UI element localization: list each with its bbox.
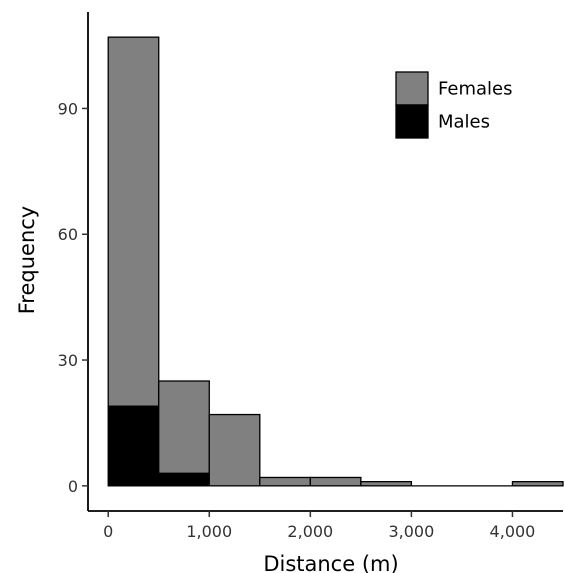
- bar-females-bin-4: [309, 476, 362, 487]
- legend-label-males: Males: [438, 112, 490, 133]
- y-tick-label: 90: [58, 99, 78, 118]
- x-axis-ticks: 0 1,000 2,000 3,000 4,000: [103, 511, 535, 541]
- bar-females-bin-1: [158, 380, 210, 474]
- x-tick-label: 1,000: [186, 522, 232, 541]
- y-axis-ticks: 0 30 60 90: [58, 99, 88, 496]
- x-tick-label: 3,000: [388, 522, 434, 541]
- legend-label-females: Females: [438, 79, 512, 100]
- x-tick-label: 2,000: [287, 522, 333, 541]
- legend: Females Males: [395, 71, 512, 139]
- y-tick-label: 60: [58, 225, 78, 244]
- bar-females-bin-3: [259, 476, 311, 487]
- bar-males-bin-1: [158, 472, 210, 487]
- x-tick-label: 4,000: [490, 522, 536, 541]
- y-tick-label: 0: [68, 477, 78, 496]
- x-axis-title: Distance (m): [263, 552, 398, 573]
- y-tick-label: 30: [58, 351, 78, 370]
- x-tick-label: 0: [103, 522, 113, 541]
- bar-females-bin-8: [511, 480, 564, 487]
- bar-females-bin-0: [107, 36, 160, 407]
- bars-layer: [107, 36, 564, 487]
- bar-males-bin-0: [107, 405, 160, 487]
- bar-females-bin-2: [208, 413, 261, 487]
- y-axis-title: Frequency: [15, 206, 39, 315]
- bar-females-bin-5: [360, 480, 413, 487]
- legend-swatch-females: [395, 71, 429, 106]
- legend-swatch-males: [395, 104, 429, 139]
